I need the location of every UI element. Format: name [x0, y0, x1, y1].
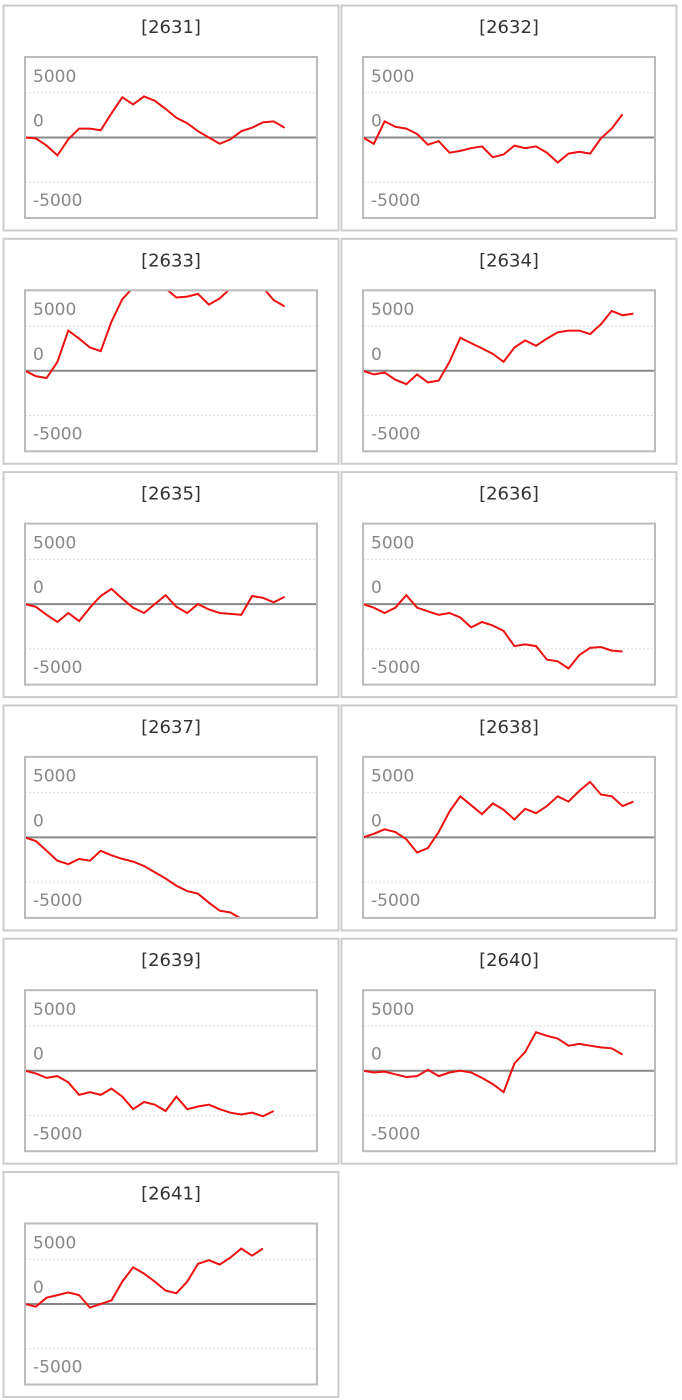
data-line — [363, 780, 634, 854]
chart-panel: [2639] -5000 0 5000 — [2, 937, 340, 1165]
y-tick-label: -5000 — [371, 891, 420, 911]
data-line — [25, 1247, 264, 1309]
y-tick-label: 0 — [371, 112, 382, 132]
plot-frame — [362, 755, 656, 919]
y-tick-label: 0 — [33, 1278, 44, 1298]
chart-panel: [2640] -5000 0 5000 — [340, 937, 678, 1165]
plot-frame — [362, 56, 656, 219]
y-tick-label: -5000 — [371, 658, 420, 678]
plot-frame — [24, 56, 318, 219]
y-tick-label: 0 — [371, 1045, 382, 1065]
y-tick-label: -5000 — [33, 425, 82, 445]
data-line — [363, 113, 624, 164]
y-tick-label: 5000 — [371, 533, 414, 553]
y-tick-label: 5000 — [33, 300, 76, 320]
chart-panel: [2634] -5000 0 5000 — [340, 237, 678, 465]
panel-frame — [2, 237, 340, 465]
panel-frame — [340, 704, 678, 932]
chart-title: [2634] — [479, 250, 539, 271]
panel-frame — [340, 471, 678, 699]
chart-title: [2632] — [479, 17, 539, 38]
y-tick-label: 0 — [371, 345, 382, 365]
panel-frame — [2, 1171, 340, 1398]
y-tick-label: 5000 — [33, 67, 76, 87]
chart-panel: [2638] -5000 0 5000 — [340, 704, 678, 932]
chart-panel: [2641] -5000 0 5000 — [2, 1171, 340, 1398]
y-tick-label: -5000 — [33, 891, 82, 911]
panel-frame — [2, 704, 340, 932]
chart-panel: [2636] -5000 0 5000 — [340, 471, 678, 699]
panel-frame — [340, 237, 678, 465]
y-tick-label: 0 — [33, 578, 44, 598]
chart-title: [2641] — [141, 1184, 201, 1205]
y-tick-label: 0 — [33, 811, 44, 831]
y-tick-label: 5000 — [371, 1000, 414, 1020]
plot-frame — [24, 755, 318, 919]
y-tick-label: 0 — [33, 345, 44, 365]
chart-title: [2635] — [141, 484, 201, 505]
plot-frame — [362, 289, 656, 453]
plot-frame — [24, 522, 318, 686]
plot-frame — [24, 289, 318, 453]
data-line — [25, 95, 286, 157]
panel-frame — [2, 4, 340, 232]
y-tick-label: 5000 — [33, 767, 76, 787]
panel-frame — [2, 471, 340, 699]
data-line — [25, 836, 243, 918]
y-tick-label: -5000 — [33, 658, 82, 678]
y-tick-label: 5000 — [33, 1233, 76, 1253]
y-tick-label: 0 — [371, 578, 382, 598]
y-tick-label: -5000 — [33, 191, 82, 211]
plot-frame — [362, 522, 656, 686]
chart-title: [2640] — [479, 950, 539, 971]
data-line — [25, 587, 286, 624]
chart-panel: [2631] -5000 0 5000 — [2, 4, 340, 232]
chart-title: [2637] — [141, 717, 201, 738]
y-tick-label: -5000 — [33, 1358, 82, 1378]
chart-title: [2636] — [479, 484, 539, 505]
y-tick-label: -5000 — [371, 425, 420, 445]
y-tick-label: 5000 — [371, 300, 414, 320]
y-tick-label: 5000 — [33, 1000, 76, 1020]
y-tick-label: 0 — [371, 811, 382, 831]
y-tick-label: 5000 — [33, 533, 76, 553]
y-tick-label: 5000 — [371, 67, 414, 87]
plot-frame — [362, 989, 656, 1153]
y-tick-label: 5000 — [371, 767, 414, 787]
data-line — [25, 290, 286, 380]
chart-title: [2631] — [141, 17, 201, 38]
chart-panel: [2635] -5000 0 5000 — [2, 471, 340, 699]
y-tick-label: 0 — [33, 112, 44, 132]
chart-panel: [2637] -5000 0 5000 — [2, 704, 340, 932]
plot-frame — [24, 1222, 318, 1386]
chart-title: [2638] — [479, 717, 539, 738]
y-tick-label: -5000 — [371, 1124, 420, 1144]
chart-title: [2633] — [141, 250, 201, 271]
data-line — [363, 1030, 624, 1094]
data-line — [25, 1069, 275, 1118]
data-line — [363, 309, 634, 386]
plot-frame — [24, 989, 318, 1153]
panel-frame — [2, 937, 340, 1165]
chart-panel: [2632] -5000 0 5000 — [340, 4, 678, 232]
y-tick-label: -5000 — [371, 191, 420, 211]
y-tick-label: -5000 — [33, 1124, 82, 1144]
chart-panel: [2633] -5000 0 5000 — [2, 237, 340, 465]
y-tick-label: 0 — [33, 1045, 44, 1065]
chart-title: [2639] — [141, 950, 201, 971]
panel-frame — [340, 937, 678, 1165]
data-line — [363, 593, 623, 670]
